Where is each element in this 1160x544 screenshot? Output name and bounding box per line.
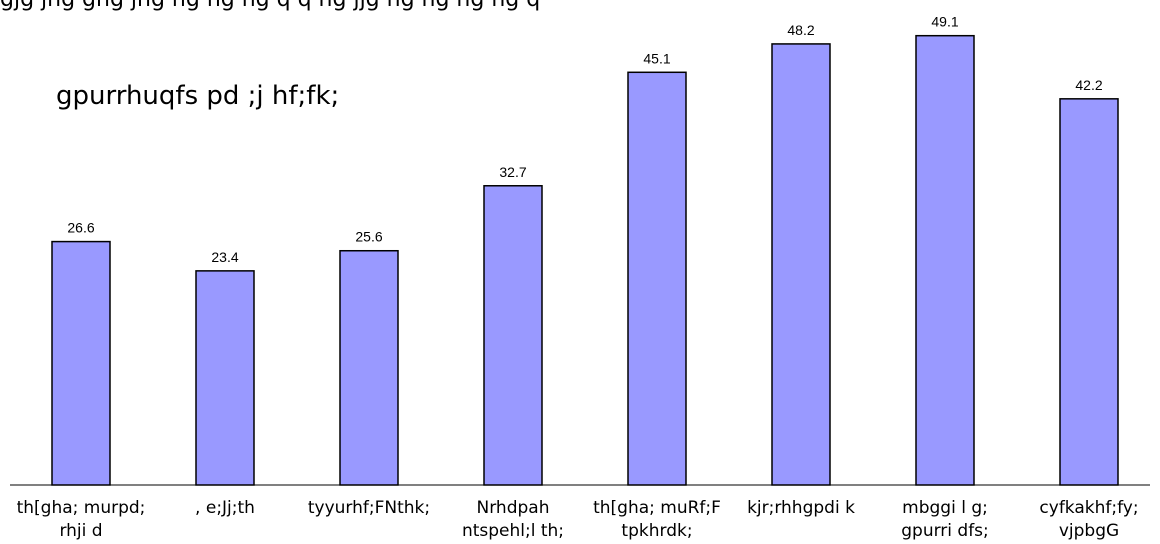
data-label-3: 25.6 <box>355 229 382 245</box>
bar-4 <box>483 185 543 486</box>
bars-group <box>51 34 1119 486</box>
category-label-1-line-2: rhji d <box>59 521 102 541</box>
category-label-3-line-1: tyyurhf;FNthk; <box>308 498 430 518</box>
data-label-2: 23.4 <box>211 249 238 265</box>
bar-8 <box>1059 98 1119 486</box>
category-label-4-line-1: Nrhdpah <box>477 498 550 518</box>
data-label-1: 26.6 <box>67 220 94 236</box>
data-label-8: 42.2 <box>1075 77 1102 93</box>
bar-6 <box>771 43 831 486</box>
top-cropped-text: gjg jhg ghg jhg hg hg hg q q ng jjg ng h… <box>0 0 540 12</box>
category-label-6-line-1: kjr;rhhgpdi k <box>747 498 855 518</box>
value-labels-group: 26.6 23.4 25.6 32.7 45.1 48.2 49.1 42.2 <box>67 14 1102 265</box>
data-label-6: 48.2 <box>787 22 814 38</box>
bar-7 <box>915 34 975 486</box>
category-label-1-line-1: th[gha; murpd; <box>17 498 146 518</box>
category-label-7-line-2: gpurri dfs; <box>901 521 989 541</box>
category-label-5-line-1: th[gha; muRf;F <box>593 498 721 518</box>
category-label-8-line-1: cyfkakhf;fy; <box>1039 498 1138 518</box>
category-label-5-line-2: tpkhrdk; <box>621 521 692 541</box>
bar-5 <box>627 71 687 486</box>
data-label-5: 45.1 <box>643 50 670 66</box>
category-label-8-line-2: vjpbgG <box>1059 521 1119 541</box>
chart-subtitle: gpurrhuqfs pd ;j hf;fk; <box>56 81 339 111</box>
data-label-7: 49.1 <box>931 14 958 30</box>
bar-2 <box>195 270 255 486</box>
data-label-4: 32.7 <box>499 164 526 180</box>
bar-1 <box>51 240 111 486</box>
category-labels-group: th[gha; murpd; rhji d , e;Jj;th tyyurhf;FNt… <box>17 498 1139 541</box>
bar-3 <box>339 249 399 486</box>
category-label-7-line-1: mbggi l g; <box>902 498 988 518</box>
category-label-4-line-2: ntspehl;l th; <box>462 521 564 541</box>
category-label-2-line-1: , e;Jj;th <box>195 498 255 518</box>
